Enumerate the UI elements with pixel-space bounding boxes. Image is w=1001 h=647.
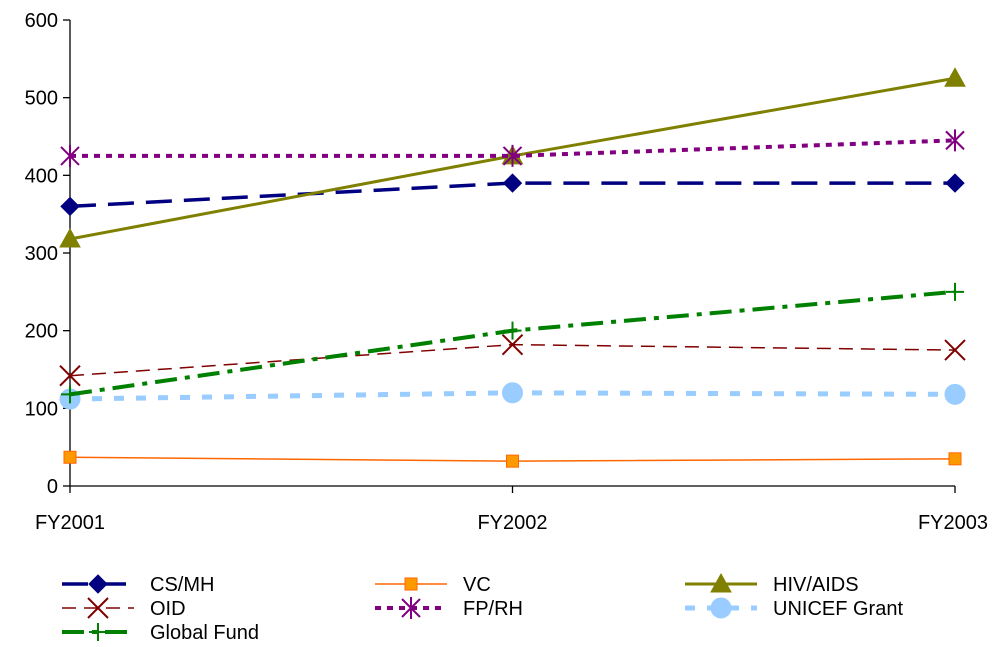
y-tick-label: 400 (25, 165, 58, 187)
plus-marker (61, 385, 79, 404)
x-marker (501, 333, 524, 356)
diamond-marker (60, 196, 80, 217)
series-line (69, 343, 956, 377)
circle-marker (502, 382, 523, 404)
legend-label: CS/MH (150, 574, 214, 596)
series-cs-mh (60, 173, 965, 217)
square-marker (63, 450, 77, 464)
y-tick-label: 200 (25, 321, 58, 343)
y-tick-label: 600 (25, 10, 58, 32)
legend-entry: FP/RH (375, 597, 523, 620)
triangle-marker (710, 572, 732, 593)
legend-entry: OID (62, 597, 186, 620)
y-tick-label: 500 (25, 88, 58, 110)
series-line (70, 138, 956, 158)
chart-axes: 0 100 200 300 400 500 600 FY2001 FY2002 FY2003 (25, 10, 988, 534)
legend-label: FP/RH (463, 598, 523, 620)
star-marker (945, 129, 965, 152)
triangle-marker (944, 67, 966, 87)
star-marker (60, 144, 80, 167)
legend-entry: VC (375, 574, 491, 596)
legend-label: HIV/AIDS (773, 574, 859, 596)
triangle-marker (59, 227, 81, 248)
square-marker (404, 577, 418, 591)
x-tick-label: FY2002 (477, 512, 547, 534)
series-line (69, 289, 956, 397)
legend-entry: CS/MH (62, 574, 214, 596)
y-tick-label: 100 (25, 398, 58, 420)
legend-entry: HIV/AIDS (685, 572, 859, 596)
diamond-marker (502, 173, 523, 193)
star-marker (502, 144, 523, 167)
x-marker (944, 339, 966, 361)
square-marker (948, 452, 962, 466)
chart-legend: CS/MH VC HIV/AIDS OID FP/RH UNICEF Grant Globa… (62, 572, 903, 644)
legend-label: VC (463, 574, 491, 596)
square-marker (506, 454, 519, 468)
x-tick-label: FY2003 (918, 512, 988, 534)
series-unicef-grant (59, 382, 966, 410)
y-tick-label: 0 (47, 476, 58, 498)
plus-marker (946, 282, 964, 301)
legend-label: UNICEF Grant (773, 598, 903, 620)
legend-label: OID (150, 598, 186, 620)
x-tick-label: FY2001 (35, 512, 105, 534)
diamond-marker (88, 574, 108, 594)
chart-series (59, 67, 966, 468)
y-tick-label: 300 (25, 243, 58, 265)
legend-entry: Global Fund (62, 622, 259, 644)
circle-marker (710, 597, 732, 619)
x-marker (87, 597, 109, 619)
series-fp-rh (60, 129, 965, 167)
series-global-fund (61, 282, 964, 404)
legend-entry: UNICEF Grant (685, 597, 903, 620)
plus-marker (89, 623, 107, 641)
x-marker (59, 365, 81, 387)
series-oid (59, 333, 966, 387)
star-marker (401, 597, 421, 619)
circle-marker (944, 383, 966, 405)
series-vc (63, 450, 962, 468)
legend-label: Global Fund (150, 622, 259, 644)
diamond-marker (945, 173, 965, 193)
plus-marker (503, 321, 522, 340)
